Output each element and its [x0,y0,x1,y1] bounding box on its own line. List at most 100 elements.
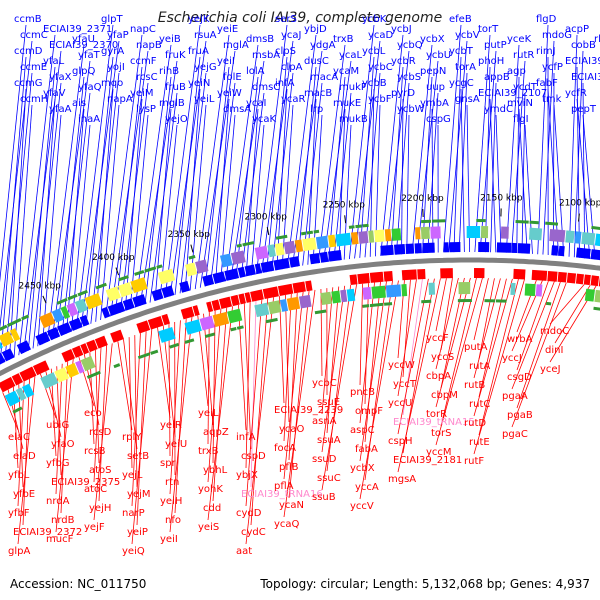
forward-label-line [184,88,201,292]
reverse-cds-segment [161,313,171,326]
forward-cog-segment [105,286,121,302]
forward-cds-segment [422,242,435,254]
forward-cds-segment [511,242,518,254]
forward-label-line [204,66,230,287]
forward-label-line [194,34,230,290]
forward-label-line [144,76,172,305]
forward-gene-label: ymdC [484,104,513,115]
reverse-gene-label: nrdA [46,496,70,507]
reverse-label-line [478,279,519,436]
reverse-label-line [245,302,251,469]
reverse-cds-segment [180,306,195,320]
forward-gene-label: ccmD [14,46,43,57]
forward-label-line [547,88,560,256]
forward-gene-label: flgD [536,14,557,25]
forward-cog-segment [430,226,441,239]
reverse-cog-segment [80,355,96,372]
forward-rna-segment [156,264,163,269]
forward-cog-segment [84,293,103,310]
reverse-label-line [17,381,25,507]
forward-rna-segment [275,234,288,240]
forward-gene-label: rsuA [194,30,217,41]
reverse-label-line [283,289,316,518]
reverse-gene-label: yccV [350,501,374,512]
reverse-rna-segment [457,299,472,303]
forward-label-line [85,56,114,326]
forward-cog-segment [195,259,209,274]
reverse-cds-segment [80,343,90,355]
forward-gene-label: macB [304,88,332,99]
reverse-cog-segment [331,290,341,304]
forward-gene-label: ECIAI39_2009 [565,56,600,67]
forward-label-line [8,88,27,360]
forward-rna-segment [236,243,243,248]
forward-gene-label: ycbQ [397,40,423,51]
reverse-label-line [440,277,477,427]
forward-gene-label: glpQ [72,66,95,77]
reverse-label-line [478,278,495,360]
reverse-cog-segment [458,282,471,295]
reverse-label-line [511,281,555,390]
reverse-label-line [245,299,263,507]
reverse-label-line [440,277,465,389]
forward-cds-segment [405,243,415,254]
reverse-label-line [279,296,285,404]
reverse-gene-label: mdoC [540,326,569,337]
forward-cds-segment [57,322,72,336]
forward-cds-segment [590,249,600,261]
reverse-rna-segment [546,301,552,306]
forward-cds-segment [1,348,15,362]
reverse-gene-label: yccW [388,360,415,371]
reverse-gene-label: aat [236,546,252,557]
forward-label-line [297,66,317,267]
forward-gene-label: napB [136,40,162,51]
reverse-gene-label: fabA [355,444,378,455]
reverse-gene-label: yejL [122,470,143,481]
forward-label-line [317,44,346,264]
reverse-label-line [250,300,257,488]
forward-gene-label: mglA [223,40,249,51]
reverse-label-line [359,280,399,500]
forward-label-line [453,56,462,253]
forward-cds-segment [212,271,226,284]
reverse-rna-segment [230,327,237,332]
forward-gene-label: tmk [542,94,562,105]
reverse-cog-segment [75,360,85,374]
forward-gene-label: fruK [165,50,186,61]
reverse-gene-label: yeiR [160,420,182,431]
reverse-label-line [17,376,36,545]
reverse-gene-label: yejM [127,489,150,500]
reverse-gene-label: yeiI [160,534,178,545]
accession-label: Accession: NC_011750 [10,577,147,591]
forward-gene-label: mviN [507,98,533,109]
reverse-cog-segment [54,367,70,383]
reverse-gene-label: yeiL [198,408,219,419]
reverse-label-line [117,341,133,431]
forward-gene-label: glpT [101,14,123,25]
reverse-label-line [549,284,585,325]
forward-cds-segment [35,331,51,346]
reverse-cds-segment [147,315,164,330]
forward-gene-label: phoH [478,56,504,67]
forward-gene-label: ycbV [455,30,480,41]
forward-cds-segment [380,244,394,256]
forward-gene-label: mukF [339,82,367,93]
reverse-gene-label: rplY [122,432,142,443]
forward-gene-label: yejO [165,114,188,125]
reverse-gene-label: cbpA [426,371,451,382]
reverse-cds-segment [383,270,393,282]
forward-label-lines [0,24,600,365]
reverse-label-line [364,281,381,443]
reverse-cog-segment [320,291,333,306]
reverse-cog-segment [254,302,270,318]
reverse-gene-label: ECIAI39_2239 [274,405,343,416]
forward-label-line [245,108,259,277]
forward-gene-label: yeiE [217,24,238,35]
reverse-gene-label: ycaQ [274,519,300,530]
forward-label-line [489,98,497,253]
forward-cog-segment [51,308,65,323]
reverse-cds-segment [417,268,426,280]
reverse-gene-label: cbpM [431,390,458,401]
forward-cog-segment [391,228,402,241]
